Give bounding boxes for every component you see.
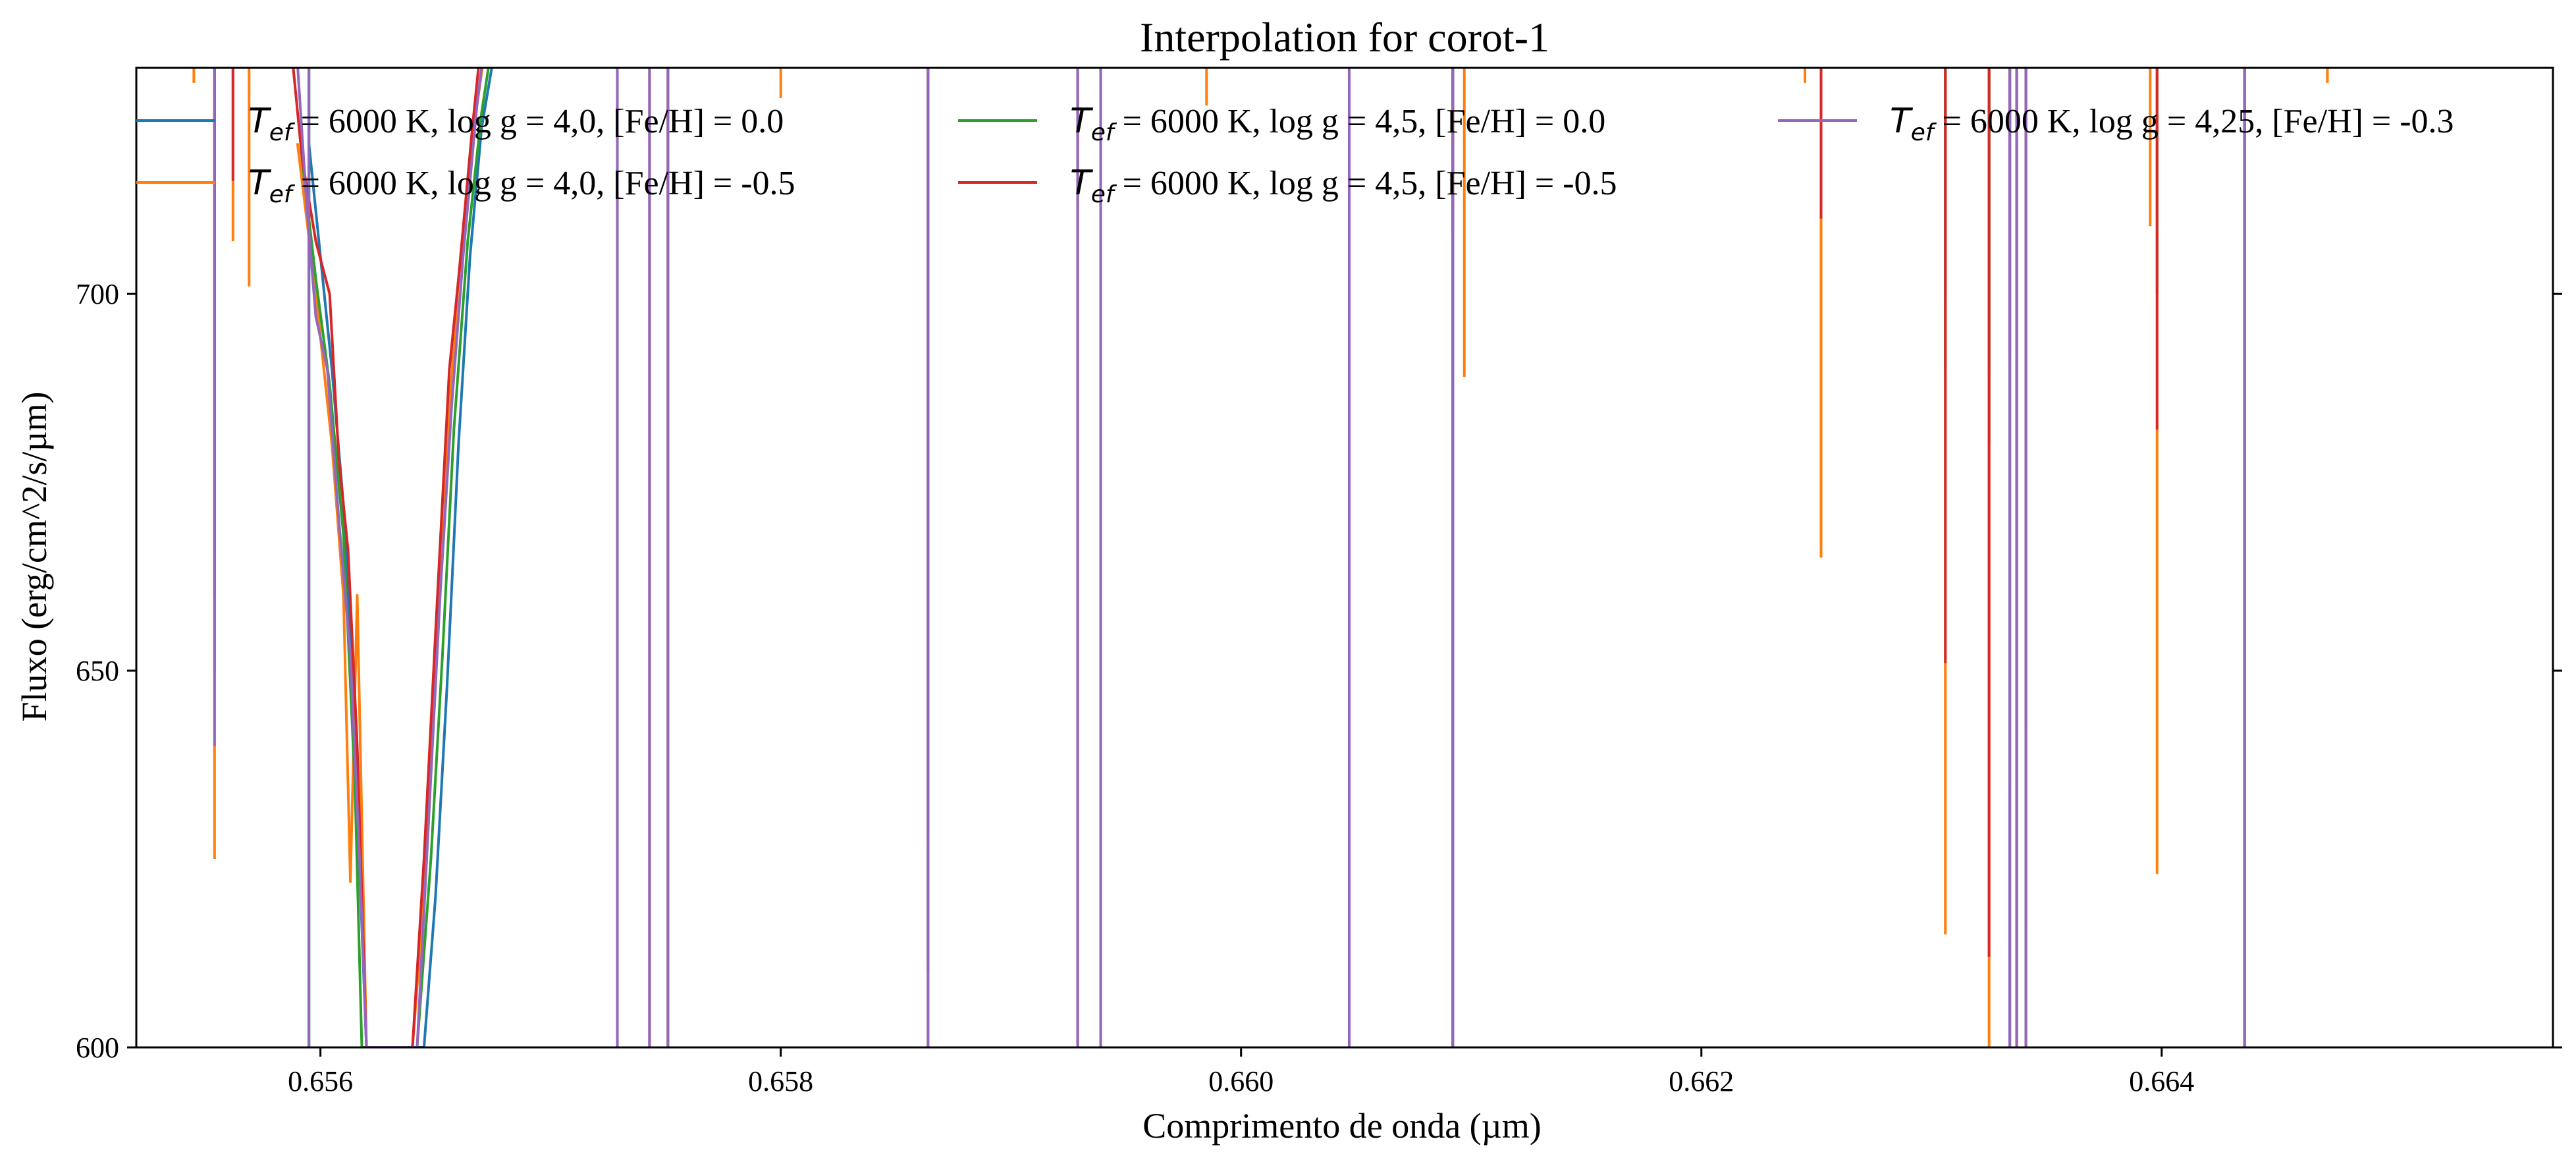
series-layer — [192, 68, 2329, 1047]
y-tick-label: 700 — [76, 278, 119, 310]
legend-item-1: Tef = 6000 K, log g = 4,0, [Fe/H] = 0.0 — [136, 101, 784, 146]
legend-label: Tef = 6000 K, log g = 4,25, [Fe/H] = -0.… — [1890, 101, 2454, 146]
h-alpha-core — [308, 68, 493, 1047]
y-axis: 600 650 700 — [76, 278, 2562, 1064]
x-tick-label: 0.660 — [1208, 1065, 1274, 1097]
x-tick-label: 0.658 — [748, 1065, 813, 1097]
plot-frame — [135, 67, 2554, 1049]
x-tick-label: 0.662 — [1669, 1065, 1734, 1097]
h-alpha-core — [292, 68, 480, 1047]
series-5 — [213, 68, 2246, 1047]
legend: Tef = 6000 K, log g = 4,0, [Fe/H] = 0.0 T… — [136, 101, 2454, 208]
x-axis: 0.656 0.658 0.660 0.662 0.664 — [288, 1047, 2194, 1097]
x-axis-label: Comprimento de onda (µm) — [1142, 1106, 1542, 1146]
y-tick-label: 650 — [76, 655, 119, 687]
x-tick-label: 0.656 — [288, 1065, 353, 1097]
legend-label: Tef = 6000 K, log g = 4,0, [Fe/H] = -0.5 — [248, 163, 795, 208]
legend-item-2: Tef = 6000 K, log g = 4,0, [Fe/H] = -0.5 — [136, 163, 795, 208]
legend-label: Tef = 6000 K, log g = 4,5, [Fe/H] = 0.0 — [1070, 101, 1605, 146]
chart-title: Interpolation for corot-1 — [1140, 14, 1549, 61]
y-tick-label: 600 — [76, 1032, 119, 1064]
legend-label: Tef = 6000 K, log g = 4,5, [Fe/H] = -0.5 — [1070, 163, 1617, 208]
legend-item-3: Tef = 6000 K, log g = 4,5, [Fe/H] = 0.0 — [958, 101, 1605, 146]
legend-label: Tef = 6000 K, log g = 4,0, [Fe/H] = 0.0 — [248, 101, 784, 146]
x-tick-label: 0.664 — [2129, 1065, 2194, 1097]
h-alpha-core — [296, 68, 484, 1047]
y-axis-label: Fluxo (erg/cm^2/s/µm) — [14, 392, 54, 722]
legend-item-5: Tef = 6000 K, log g = 4,25, [Fe/H] = -0.… — [1778, 101, 2454, 146]
h-alpha-core — [296, 68, 483, 1047]
legend-item-4: Tef = 6000 K, log g = 4,5, [Fe/H] = -0.5 — [958, 163, 1617, 208]
